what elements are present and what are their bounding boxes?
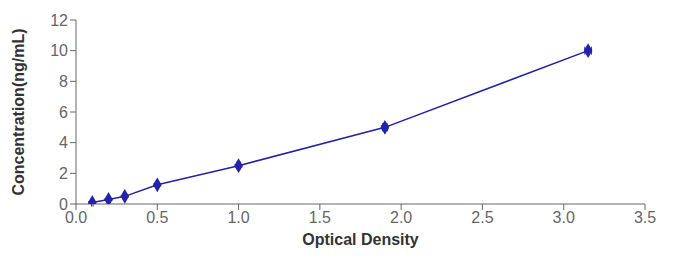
svg-text:12: 12 [50,12,68,29]
svg-text:0.0: 0.0 [65,209,87,226]
svg-text:0: 0 [59,196,68,213]
svg-text:10: 10 [50,42,68,59]
svg-text:Optical Density: Optical Density [302,231,419,248]
svg-text:2.0: 2.0 [390,209,412,226]
svg-text:0.5: 0.5 [146,209,168,226]
svg-text:2: 2 [59,165,68,182]
svg-text:Concentration(ng/mL): Concentration(ng/mL) [10,28,27,195]
svg-text:4: 4 [59,134,68,151]
svg-text:3.0: 3.0 [553,209,575,226]
svg-text:1.5: 1.5 [309,209,331,226]
svg-text:2.5: 2.5 [471,209,493,226]
svg-text:3.5: 3.5 [634,209,656,226]
svg-text:1.0: 1.0 [227,209,249,226]
svg-text:6: 6 [59,104,68,121]
svg-text:8: 8 [59,73,68,90]
